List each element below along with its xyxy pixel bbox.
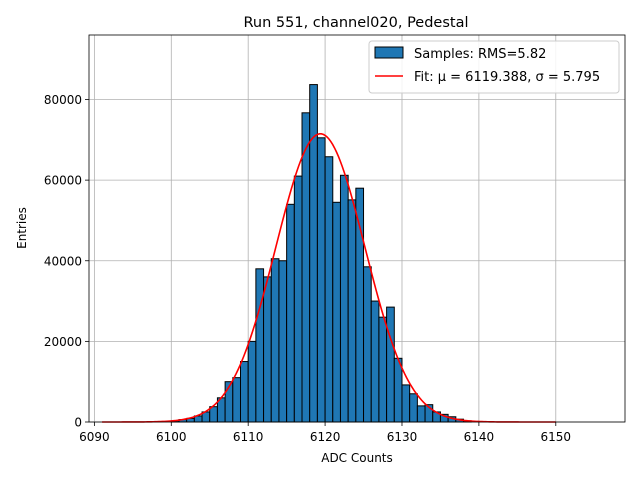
histogram-bar	[263, 276, 272, 423]
legend: Samples: RMS=5.82 Fit: μ = 6119.388, σ =…	[368, 40, 620, 94]
histogram-bar	[416, 405, 426, 423]
y-axis-label: Entries	[15, 207, 29, 249]
x-tick-label: 6100	[156, 430, 187, 444]
x-axis-label: ADC Counts	[321, 451, 393, 465]
histogram-bar	[232, 377, 241, 423]
x-tick-label: 6120	[310, 430, 341, 444]
histogram-bar	[355, 187, 365, 423]
histogram-bar	[347, 199, 357, 423]
histogram-bar	[278, 260, 288, 423]
legend-histogram-swatch	[374, 46, 404, 59]
histogram-bar	[209, 406, 218, 423]
x-tick-label: 6140	[464, 430, 495, 444]
y-axis-ticks: 0 20000 40000 60000 80000	[44, 93, 89, 430]
histogram-bar	[339, 174, 349, 423]
histogram-bar	[386, 306, 395, 423]
histogram-bar	[401, 384, 411, 423]
x-axis-ticks: 6090 6100 6110 6120 6130 6140 6150	[79, 422, 571, 444]
y-tick-label: 40000	[44, 254, 82, 268]
legend-box	[368, 40, 620, 94]
plot-frame	[88, 34, 626, 423]
histogram-bar	[409, 393, 418, 423]
y-tick-label: 80000	[44, 93, 82, 107]
y-tick-label: 60000	[44, 174, 82, 188]
histogram-bar	[370, 300, 380, 423]
histogram-bar	[270, 258, 280, 423]
histogram-bar	[255, 268, 265, 423]
histogram-bar	[247, 340, 257, 423]
histogram-bar	[378, 316, 388, 423]
histogram-bar	[316, 137, 326, 423]
histogram-bar	[293, 175, 303, 423]
histogram-bar	[286, 203, 295, 423]
histogram-bar	[332, 201, 341, 423]
fit-curve-group	[102, 133, 556, 423]
y-tick-label: 0	[74, 416, 82, 430]
histogram-bar	[239, 361, 249, 423]
histogram-bar	[301, 112, 311, 423]
histogram-bars	[170, 84, 472, 423]
x-tick-label: 6150	[541, 430, 572, 444]
legend-fit-label: Fit: μ = 6119.388, σ = 5.795	[414, 70, 600, 85]
legend-histogram-label: Samples: RMS=5.82	[414, 47, 546, 62]
y-tick-label: 20000	[44, 335, 82, 349]
histogram-bar	[393, 357, 403, 423]
x-tick-label: 6090	[79, 430, 110, 444]
histogram-bar	[363, 266, 372, 423]
chart-title: Run 551, channel020, Pedestal	[243, 15, 468, 31]
fit-curve	[102, 133, 556, 423]
x-tick-label: 6110	[233, 430, 264, 444]
histogram-bar	[324, 156, 334, 423]
x-tick-label: 6130	[387, 430, 418, 444]
